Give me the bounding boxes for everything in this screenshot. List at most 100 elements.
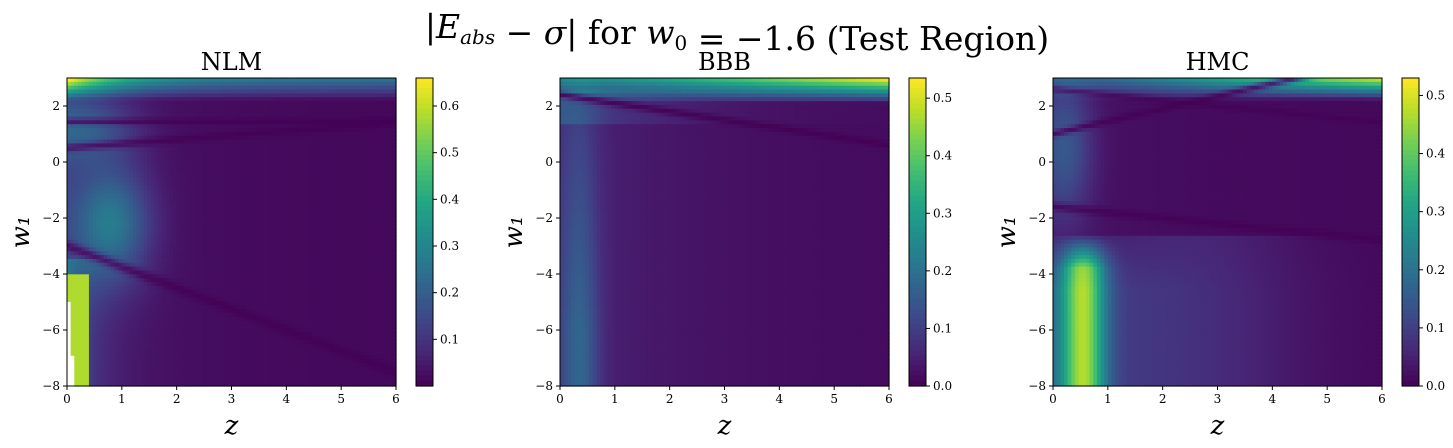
heatmap-cell bbox=[88, 139, 94, 145]
heatmap-cell bbox=[227, 97, 233, 102]
heatmap-cell bbox=[216, 104, 222, 110]
heatmap-cell bbox=[103, 116, 108, 121]
heatmap-cell bbox=[194, 131, 200, 137]
heatmap-cell bbox=[311, 81, 317, 87]
heatmap-cell bbox=[286, 158, 291, 164]
heatmap-cell bbox=[107, 120, 112, 125]
heatmap-cell bbox=[377, 178, 382, 183]
heatmap-cell bbox=[110, 247, 116, 252]
heatmap-cell bbox=[337, 139, 342, 145]
heatmap-cell bbox=[359, 104, 364, 110]
heatmap-cell bbox=[224, 174, 229, 179]
heatmap-cell bbox=[304, 270, 309, 275]
heatmap-cell bbox=[308, 116, 313, 121]
heatmap-cell bbox=[249, 270, 255, 275]
heatmap-cell bbox=[341, 108, 346, 114]
heatmap-cell bbox=[92, 278, 97, 283]
heatmap-cell bbox=[103, 205, 108, 210]
heatmap-cell bbox=[165, 193, 170, 198]
heatmap-cell bbox=[275, 155, 280, 160]
heatmap-cell bbox=[198, 178, 203, 183]
heatmap-cell bbox=[359, 120, 364, 125]
heatmap-cell bbox=[96, 93, 101, 98]
heatmap-cell bbox=[107, 216, 112, 222]
heatmap-cell bbox=[344, 174, 350, 179]
heatmap-cell bbox=[114, 285, 119, 291]
heatmap-cell bbox=[176, 208, 181, 214]
heatmap-cell bbox=[337, 266, 342, 272]
heatmap-cell bbox=[103, 270, 108, 275]
heatmap-cell bbox=[202, 174, 207, 179]
heatmap-cell bbox=[74, 81, 79, 87]
heatmap-cell bbox=[381, 228, 386, 233]
heatmap-cell bbox=[246, 189, 251, 195]
heatmap-cell bbox=[268, 224, 273, 229]
heatmap-cell bbox=[348, 193, 353, 198]
heatmap-cell bbox=[271, 243, 276, 248]
heatmap-cell bbox=[67, 285, 72, 291]
heatmap-cell bbox=[129, 274, 134, 279]
heatmap-cell bbox=[392, 285, 397, 291]
heatmap-cell bbox=[366, 147, 372, 152]
heatmap-cell bbox=[374, 93, 379, 98]
heatmap-cell bbox=[249, 185, 255, 191]
heatmap-cell bbox=[275, 147, 280, 152]
heatmap-cell bbox=[326, 120, 331, 125]
heatmap-cell bbox=[77, 189, 83, 195]
heatmap-cell bbox=[114, 212, 119, 218]
heatmap-cell bbox=[304, 155, 309, 160]
heatmap-cell bbox=[132, 255, 138, 260]
heatmap-cell bbox=[238, 181, 244, 187]
heatmap-cell bbox=[388, 266, 393, 272]
heatmap-cell bbox=[169, 282, 174, 287]
heatmap-cell bbox=[74, 232, 79, 237]
heatmap-cell bbox=[300, 85, 306, 91]
heatmap-cell bbox=[194, 93, 200, 98]
heatmap-cell bbox=[110, 112, 116, 118]
heatmap-cell bbox=[319, 181, 324, 187]
heatmap-cell bbox=[271, 170, 276, 175]
heatmap-cell bbox=[253, 174, 258, 179]
heatmap-cell bbox=[180, 143, 185, 148]
heatmap-cell bbox=[118, 278, 123, 283]
heatmap-cell bbox=[352, 232, 357, 237]
heatmap-cell bbox=[319, 282, 324, 287]
heatmap-cell bbox=[176, 158, 181, 164]
heatmap-cell bbox=[162, 270, 167, 275]
heatmap-cell bbox=[143, 158, 149, 164]
heatmap-cell bbox=[77, 143, 83, 148]
heatmap-cell bbox=[154, 270, 159, 275]
heatmap-cell bbox=[176, 135, 181, 141]
heatmap-cell bbox=[279, 81, 284, 87]
heatmap-cell bbox=[118, 247, 123, 252]
heatmap-cell bbox=[268, 208, 273, 214]
heatmap-cell bbox=[165, 278, 170, 283]
heatmap-cell bbox=[114, 101, 119, 106]
heatmap-cell bbox=[227, 139, 233, 145]
heatmap-cell bbox=[227, 232, 233, 237]
heatmap-cell bbox=[114, 135, 119, 141]
heatmap-cell bbox=[377, 232, 382, 237]
heatmap-cell bbox=[333, 97, 339, 102]
heatmap-cell bbox=[392, 120, 397, 125]
heatmap-cell bbox=[268, 166, 273, 171]
heatmap-cell bbox=[355, 151, 361, 156]
heatmap-cell bbox=[220, 97, 225, 102]
heatmap-cell bbox=[114, 185, 119, 191]
heatmap-cell bbox=[359, 228, 364, 233]
heatmap-cell bbox=[209, 162, 214, 168]
heatmap-cell bbox=[198, 166, 203, 171]
heatmap-cell bbox=[370, 170, 375, 175]
heatmap-cell bbox=[275, 174, 280, 179]
heatmap-cell bbox=[359, 93, 364, 98]
heatmap-cell bbox=[242, 155, 247, 160]
heatmap-cell bbox=[205, 212, 211, 218]
heatmap-cell bbox=[352, 185, 357, 191]
heatmap-cell bbox=[388, 81, 393, 87]
heatmap-cell bbox=[74, 201, 79, 206]
heatmap-cell bbox=[121, 251, 127, 256]
heatmap-cell bbox=[282, 112, 287, 118]
heatmap-cell bbox=[355, 120, 361, 125]
heatmap-cell bbox=[282, 189, 287, 195]
heatmap-cell bbox=[238, 170, 244, 175]
